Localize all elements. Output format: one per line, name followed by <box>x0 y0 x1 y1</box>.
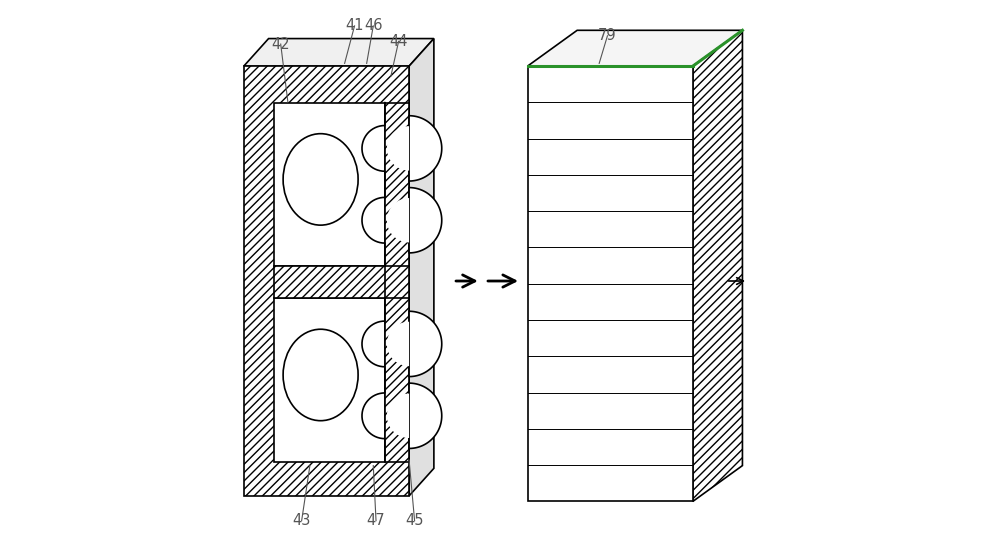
Polygon shape <box>387 393 409 438</box>
Text: 45: 45 <box>405 513 424 528</box>
Text: 47: 47 <box>367 513 385 528</box>
Polygon shape <box>244 39 434 66</box>
Polygon shape <box>409 383 442 449</box>
Ellipse shape <box>283 134 358 225</box>
Bar <box>385 102 409 266</box>
Polygon shape <box>528 30 742 66</box>
Text: 41: 41 <box>345 18 364 34</box>
Polygon shape <box>409 116 442 181</box>
Bar <box>528 66 693 501</box>
Polygon shape <box>387 198 409 242</box>
Bar <box>385 298 409 462</box>
Text: 43: 43 <box>292 513 311 528</box>
Text: 44: 44 <box>389 34 408 49</box>
Bar <box>274 266 385 298</box>
Text: 42: 42 <box>271 36 290 52</box>
Ellipse shape <box>283 329 358 421</box>
Polygon shape <box>693 30 742 501</box>
Polygon shape <box>409 39 434 496</box>
Polygon shape <box>409 311 442 376</box>
Polygon shape <box>409 187 442 253</box>
Text: 79: 79 <box>598 28 617 44</box>
Text: 46: 46 <box>364 18 383 34</box>
Bar <box>274 298 385 462</box>
Polygon shape <box>387 126 409 171</box>
Polygon shape <box>387 322 409 366</box>
Bar <box>274 102 385 266</box>
Bar <box>244 66 409 496</box>
